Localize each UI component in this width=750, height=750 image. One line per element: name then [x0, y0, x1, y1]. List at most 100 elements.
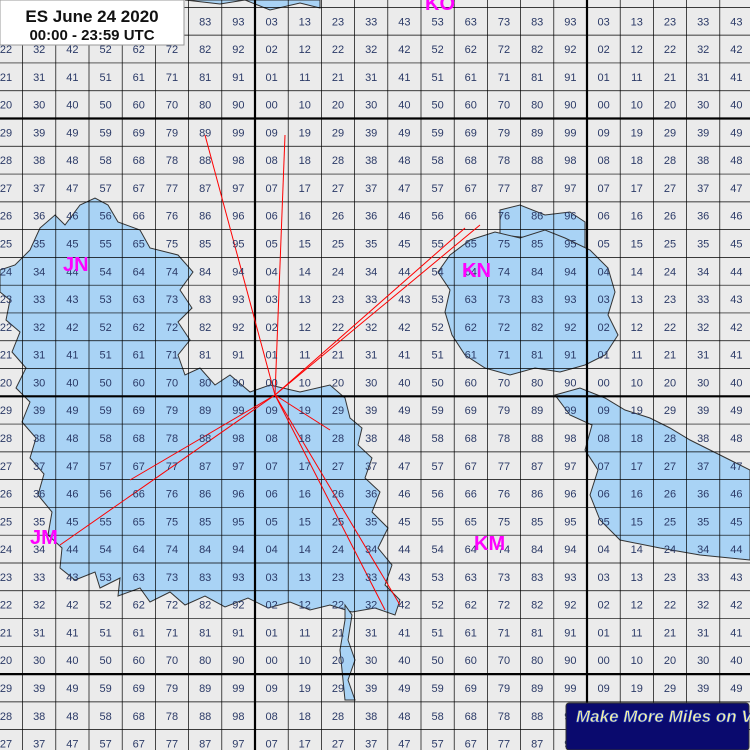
svg-text:79: 79: [498, 683, 510, 695]
svg-text:64: 64: [465, 0, 477, 1]
svg-text:31: 31: [365, 350, 377, 362]
svg-text:26: 26: [664, 211, 676, 223]
svg-text:80: 80: [199, 655, 211, 667]
svg-text:53: 53: [431, 16, 443, 28]
svg-text:00: 00: [597, 377, 609, 389]
svg-text:30: 30: [365, 100, 377, 112]
svg-text:98: 98: [564, 433, 576, 445]
svg-text:47: 47: [66, 461, 78, 473]
svg-text:ES June 24 2020: ES June 24 2020: [25, 7, 158, 26]
svg-text:14: 14: [631, 266, 643, 278]
svg-text:28: 28: [0, 711, 12, 723]
svg-text:KO: KO: [425, 0, 455, 15]
svg-text:29: 29: [664, 683, 676, 695]
svg-text:39: 39: [697, 405, 709, 417]
svg-text:39: 39: [697, 683, 709, 695]
svg-text:42: 42: [730, 322, 742, 334]
svg-text:23: 23: [664, 572, 676, 584]
svg-text:49: 49: [398, 405, 410, 417]
svg-text:77: 77: [166, 183, 178, 195]
svg-text:95: 95: [232, 239, 244, 251]
svg-text:80: 80: [531, 655, 543, 667]
svg-text:90: 90: [232, 377, 244, 389]
svg-text:72: 72: [498, 600, 510, 612]
svg-text:26: 26: [332, 211, 344, 223]
svg-text:44: 44: [398, 544, 410, 556]
svg-text:02: 02: [265, 600, 277, 612]
svg-text:37: 37: [365, 461, 377, 473]
svg-text:28: 28: [0, 433, 12, 445]
svg-text:02: 02: [265, 44, 277, 56]
svg-text:60: 60: [133, 100, 145, 112]
svg-text:09: 09: [597, 405, 609, 417]
svg-text:63: 63: [133, 294, 145, 306]
svg-text:77: 77: [498, 183, 510, 195]
svg-text:44: 44: [730, 0, 742, 1]
svg-text:97: 97: [232, 183, 244, 195]
svg-text:08: 08: [265, 711, 277, 723]
svg-text:29: 29: [332, 405, 344, 417]
svg-text:55: 55: [99, 516, 111, 528]
svg-text:08: 08: [265, 155, 277, 167]
svg-text:59: 59: [431, 405, 443, 417]
svg-text:43: 43: [398, 16, 410, 28]
svg-text:62: 62: [133, 600, 145, 612]
svg-text:33: 33: [365, 294, 377, 306]
svg-text:62: 62: [465, 322, 477, 334]
svg-text:87: 87: [531, 739, 543, 750]
svg-text:04: 04: [265, 0, 277, 1]
svg-text:30: 30: [33, 100, 45, 112]
svg-text:41: 41: [66, 72, 78, 84]
svg-text:15: 15: [631, 516, 643, 528]
svg-text:40: 40: [398, 377, 410, 389]
svg-text:29: 29: [0, 683, 12, 695]
svg-text:72: 72: [498, 44, 510, 56]
svg-text:99: 99: [564, 405, 576, 417]
svg-text:29: 29: [332, 683, 344, 695]
svg-text:80: 80: [531, 100, 543, 112]
svg-text:06: 06: [265, 211, 277, 223]
svg-text:07: 07: [265, 739, 277, 750]
svg-text:84: 84: [199, 266, 211, 278]
svg-text:38: 38: [365, 433, 377, 445]
svg-text:21: 21: [664, 627, 676, 639]
svg-text:84: 84: [531, 0, 543, 1]
svg-text:86: 86: [531, 211, 543, 223]
svg-text:40: 40: [66, 377, 78, 389]
svg-text:50: 50: [431, 377, 443, 389]
svg-text:30: 30: [365, 655, 377, 667]
svg-text:67: 67: [133, 461, 145, 473]
svg-text:78: 78: [166, 155, 178, 167]
svg-text:59: 59: [99, 127, 111, 139]
svg-text:80: 80: [199, 377, 211, 389]
svg-text:16: 16: [631, 489, 643, 501]
svg-text:64: 64: [133, 544, 145, 556]
svg-text:18: 18: [631, 433, 643, 445]
svg-text:03: 03: [265, 16, 277, 28]
svg-text:38: 38: [33, 711, 45, 723]
svg-text:82: 82: [199, 322, 211, 334]
svg-text:13: 13: [299, 16, 311, 28]
svg-text:22: 22: [0, 600, 12, 612]
svg-text:90: 90: [232, 655, 244, 667]
svg-text:88: 88: [531, 711, 543, 723]
svg-text:18: 18: [299, 433, 311, 445]
svg-text:42: 42: [66, 600, 78, 612]
svg-text:18: 18: [299, 155, 311, 167]
svg-text:07: 07: [597, 183, 609, 195]
svg-text:74: 74: [166, 266, 178, 278]
svg-text:00: 00: [597, 100, 609, 112]
svg-text:21: 21: [332, 72, 344, 84]
svg-text:06: 06: [597, 211, 609, 223]
svg-text:71: 71: [498, 350, 510, 362]
svg-text:17: 17: [299, 461, 311, 473]
svg-text:01: 01: [265, 627, 277, 639]
svg-text:13: 13: [631, 572, 643, 584]
svg-text:57: 57: [99, 183, 111, 195]
svg-text:16: 16: [299, 211, 311, 223]
svg-text:17: 17: [299, 183, 311, 195]
svg-text:34: 34: [365, 0, 377, 1]
svg-text:48: 48: [730, 155, 742, 167]
svg-text:56: 56: [99, 489, 111, 501]
svg-text:26: 26: [0, 211, 12, 223]
